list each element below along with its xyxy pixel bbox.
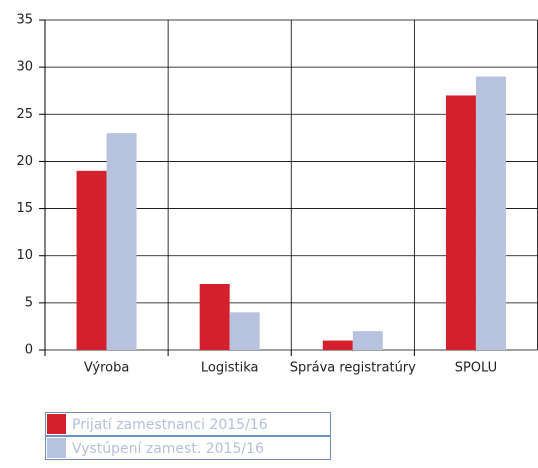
bar bbox=[76, 170, 107, 350]
bar bbox=[199, 284, 230, 350]
bar bbox=[445, 95, 476, 350]
y-tick-label: 30 bbox=[16, 60, 33, 75]
legend-label: Prijatí zamestnanci 2015/16 bbox=[72, 417, 268, 433]
y-tick-label: 15 bbox=[16, 201, 33, 216]
legend-box bbox=[45, 412, 331, 436]
y-tick-label: 5 bbox=[25, 295, 33, 310]
bar bbox=[475, 76, 506, 351]
x-tick-label: Výroba bbox=[84, 361, 129, 376]
y-tick-label: 20 bbox=[16, 154, 33, 169]
y-tick-label: 25 bbox=[16, 107, 33, 122]
bar bbox=[229, 312, 260, 350]
x-tick-label: Správa registratúry bbox=[290, 361, 416, 376]
bar bbox=[322, 340, 353, 350]
y-tick-label: 0 bbox=[25, 343, 33, 358]
y-tick-label: 10 bbox=[16, 248, 33, 263]
bar bbox=[352, 331, 383, 350]
legend-label: Vystúpení zamest. 2015/16 bbox=[72, 441, 264, 457]
y-tick-label: 35 bbox=[16, 13, 33, 28]
x-tick-label: Logistika bbox=[201, 361, 259, 376]
bar bbox=[106, 133, 137, 350]
legend-swatch bbox=[47, 414, 66, 434]
x-tick-label: SPOLU bbox=[455, 361, 497, 376]
legend-box bbox=[45, 436, 331, 460]
legend-swatch bbox=[47, 438, 66, 458]
